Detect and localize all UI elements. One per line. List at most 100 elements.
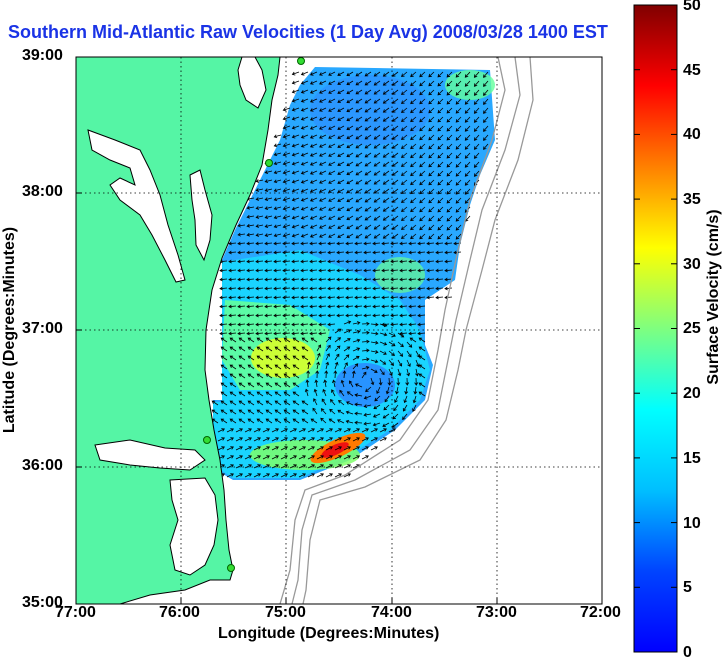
velocity-arrow [373,161,381,167]
velocity-arrow [264,188,273,192]
velocity-arrow [327,241,336,246]
velocity-arrow [410,170,417,177]
velocity-arrow [379,428,387,433]
velocity-arrow [444,286,453,291]
velocity-arrow [419,125,426,132]
velocity-arrow [291,107,300,112]
velocity-arrow [337,80,345,85]
velocity-arrow [328,197,336,202]
velocity-arrow [337,152,345,157]
velocity-arrow [255,215,264,219]
velocity-arrow [345,277,354,282]
velocity-arrow [318,268,327,273]
velocity-arrow [418,373,426,379]
velocity-arrow [255,241,264,246]
velocity-arrow [307,437,315,442]
velocity-arrow [228,259,237,264]
velocity-arrow [235,473,243,478]
velocity-arrow [401,206,408,212]
velocity-arrow [283,409,291,415]
velocity-arrow [306,370,311,379]
velocity-arrow [228,241,237,246]
velocity-arrow [419,161,426,168]
velocity-arrow [419,98,426,105]
velocity-arrow [364,215,372,221]
velocity-arrow [229,364,237,370]
velocity-arrow [247,337,255,343]
velocity-arrow [346,89,354,95]
velocity-arrow [264,322,273,327]
velocity-arrow [292,337,300,343]
velocity-arrow [388,341,396,347]
velocity-arrow [282,286,291,291]
velocity-arrow [404,386,409,395]
velocity-arrow [426,286,435,291]
velocity-arrow [226,473,234,478]
bathymetry-contour-1 [279,57,506,604]
velocity-arrow [426,259,435,264]
velocity-arrow [392,413,399,420]
velocity-arrow [328,116,336,121]
velocity-arrow [363,268,372,273]
velocity-arrow [325,361,330,370]
velocity-arrow [455,98,462,105]
velocity-arrow [343,346,351,352]
velocity-arrow [292,346,300,352]
velocity-arrow [332,379,336,388]
velocity-arrow [385,386,390,395]
velocity-arrow [409,337,417,343]
velocity-arrow [313,398,318,406]
velocity-arrow [309,125,318,130]
velocity-arrow [255,268,264,273]
velocity-arrow [262,473,270,478]
velocity-arrow [256,346,264,352]
velocity-arrow [402,404,408,412]
velocity-arrow [437,143,444,150]
velocity-arrow [211,400,219,406]
velocity-arrow [364,206,372,212]
velocity-arrow [399,304,408,309]
velocity-arrow [319,233,327,238]
velocity-arrow [346,161,354,167]
velocity-arrow [282,233,291,238]
velocity-arrow [363,286,372,291]
velocity-arrow [282,143,291,148]
velocity-arrow [237,277,246,282]
velocity-arrow [349,380,354,388]
velocity-arrow [455,215,462,222]
velocity-arrow [337,107,345,112]
velocity-arrow [426,277,435,282]
velocity-arrow [437,71,444,78]
velocity-arrow [300,188,309,193]
velocity-arrow [304,388,309,397]
velocity-arrow [355,125,363,131]
velocity-arrow [364,71,372,77]
velocity-arrow [410,143,417,150]
velocity-arrow [330,399,336,406]
velocity-arrow [455,188,462,195]
velocity-arrow [264,295,273,300]
velocity-arrow [246,214,255,219]
y-tick-label-1: 39:00 [22,47,63,64]
velocity-arrow [399,286,408,291]
velocity-arrow [253,446,261,451]
velocity-arrow [388,332,396,337]
velocity-arrow [235,437,243,442]
velocity-arrow [328,89,336,94]
colorbar-label: Surface Velocity (cm/s) [705,209,722,385]
velocity-arrow [437,98,444,105]
velocity-arrow [292,382,300,388]
velocity-arrow [370,428,378,433]
velocity-arrow [307,455,315,460]
velocity-arrow [271,437,279,442]
velocity-arrow [246,232,255,237]
velocity-arrow [372,241,381,246]
velocity-arrow [334,464,342,469]
velocity-arrow [256,373,264,379]
velocity-arrow [300,80,309,85]
velocity-arrow [410,125,417,132]
velocity-arrow [300,116,309,121]
velocity-arrow [381,259,390,264]
velocity-arrow [220,364,228,370]
velocity-arrow [446,152,453,159]
